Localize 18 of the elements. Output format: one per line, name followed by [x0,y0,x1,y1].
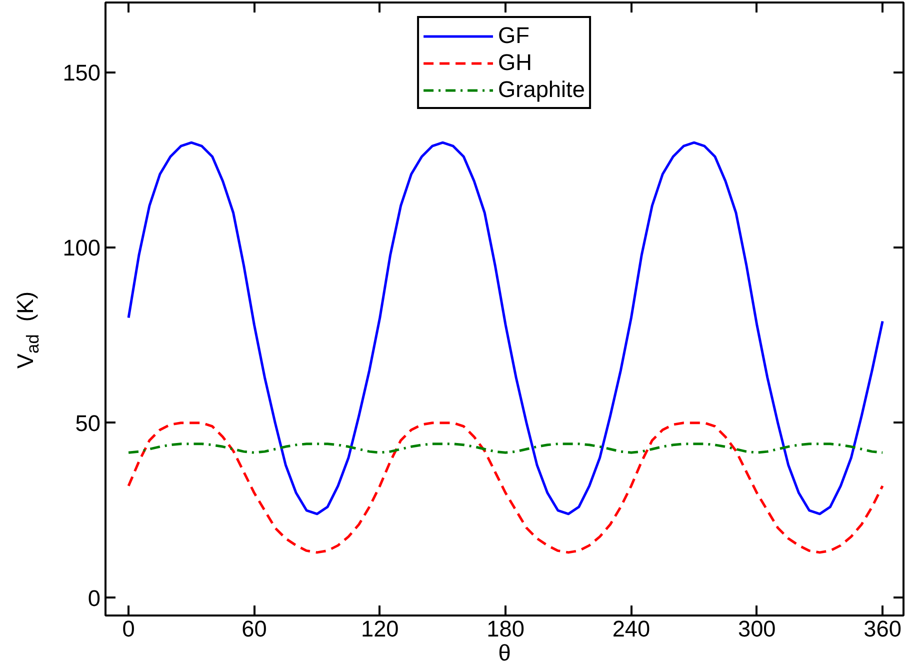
y-tick-label: 0 [88,584,101,611]
x-tick-label: 60 [242,616,267,642]
y-tick-label: 150 [62,60,101,86]
x-tick-label: 120 [360,616,399,642]
y-tick-label: 50 [75,410,100,436]
line-series [127,141,884,516]
x-tick-label: 180 [486,616,524,642]
x-tick-label: 240 [612,616,650,642]
x-tick-label: 360 [864,616,902,642]
legend-label: Graphite [498,76,585,103]
legend-label: GH [498,49,532,76]
x-axis-title: θ [498,640,511,666]
x-tick-label: 300 [738,616,776,642]
line-series [127,442,884,454]
x-tick-label: 0 [122,616,135,642]
y-tick-label: 100 [62,234,101,261]
legend-label: GF [498,22,530,49]
line-series [127,422,884,554]
